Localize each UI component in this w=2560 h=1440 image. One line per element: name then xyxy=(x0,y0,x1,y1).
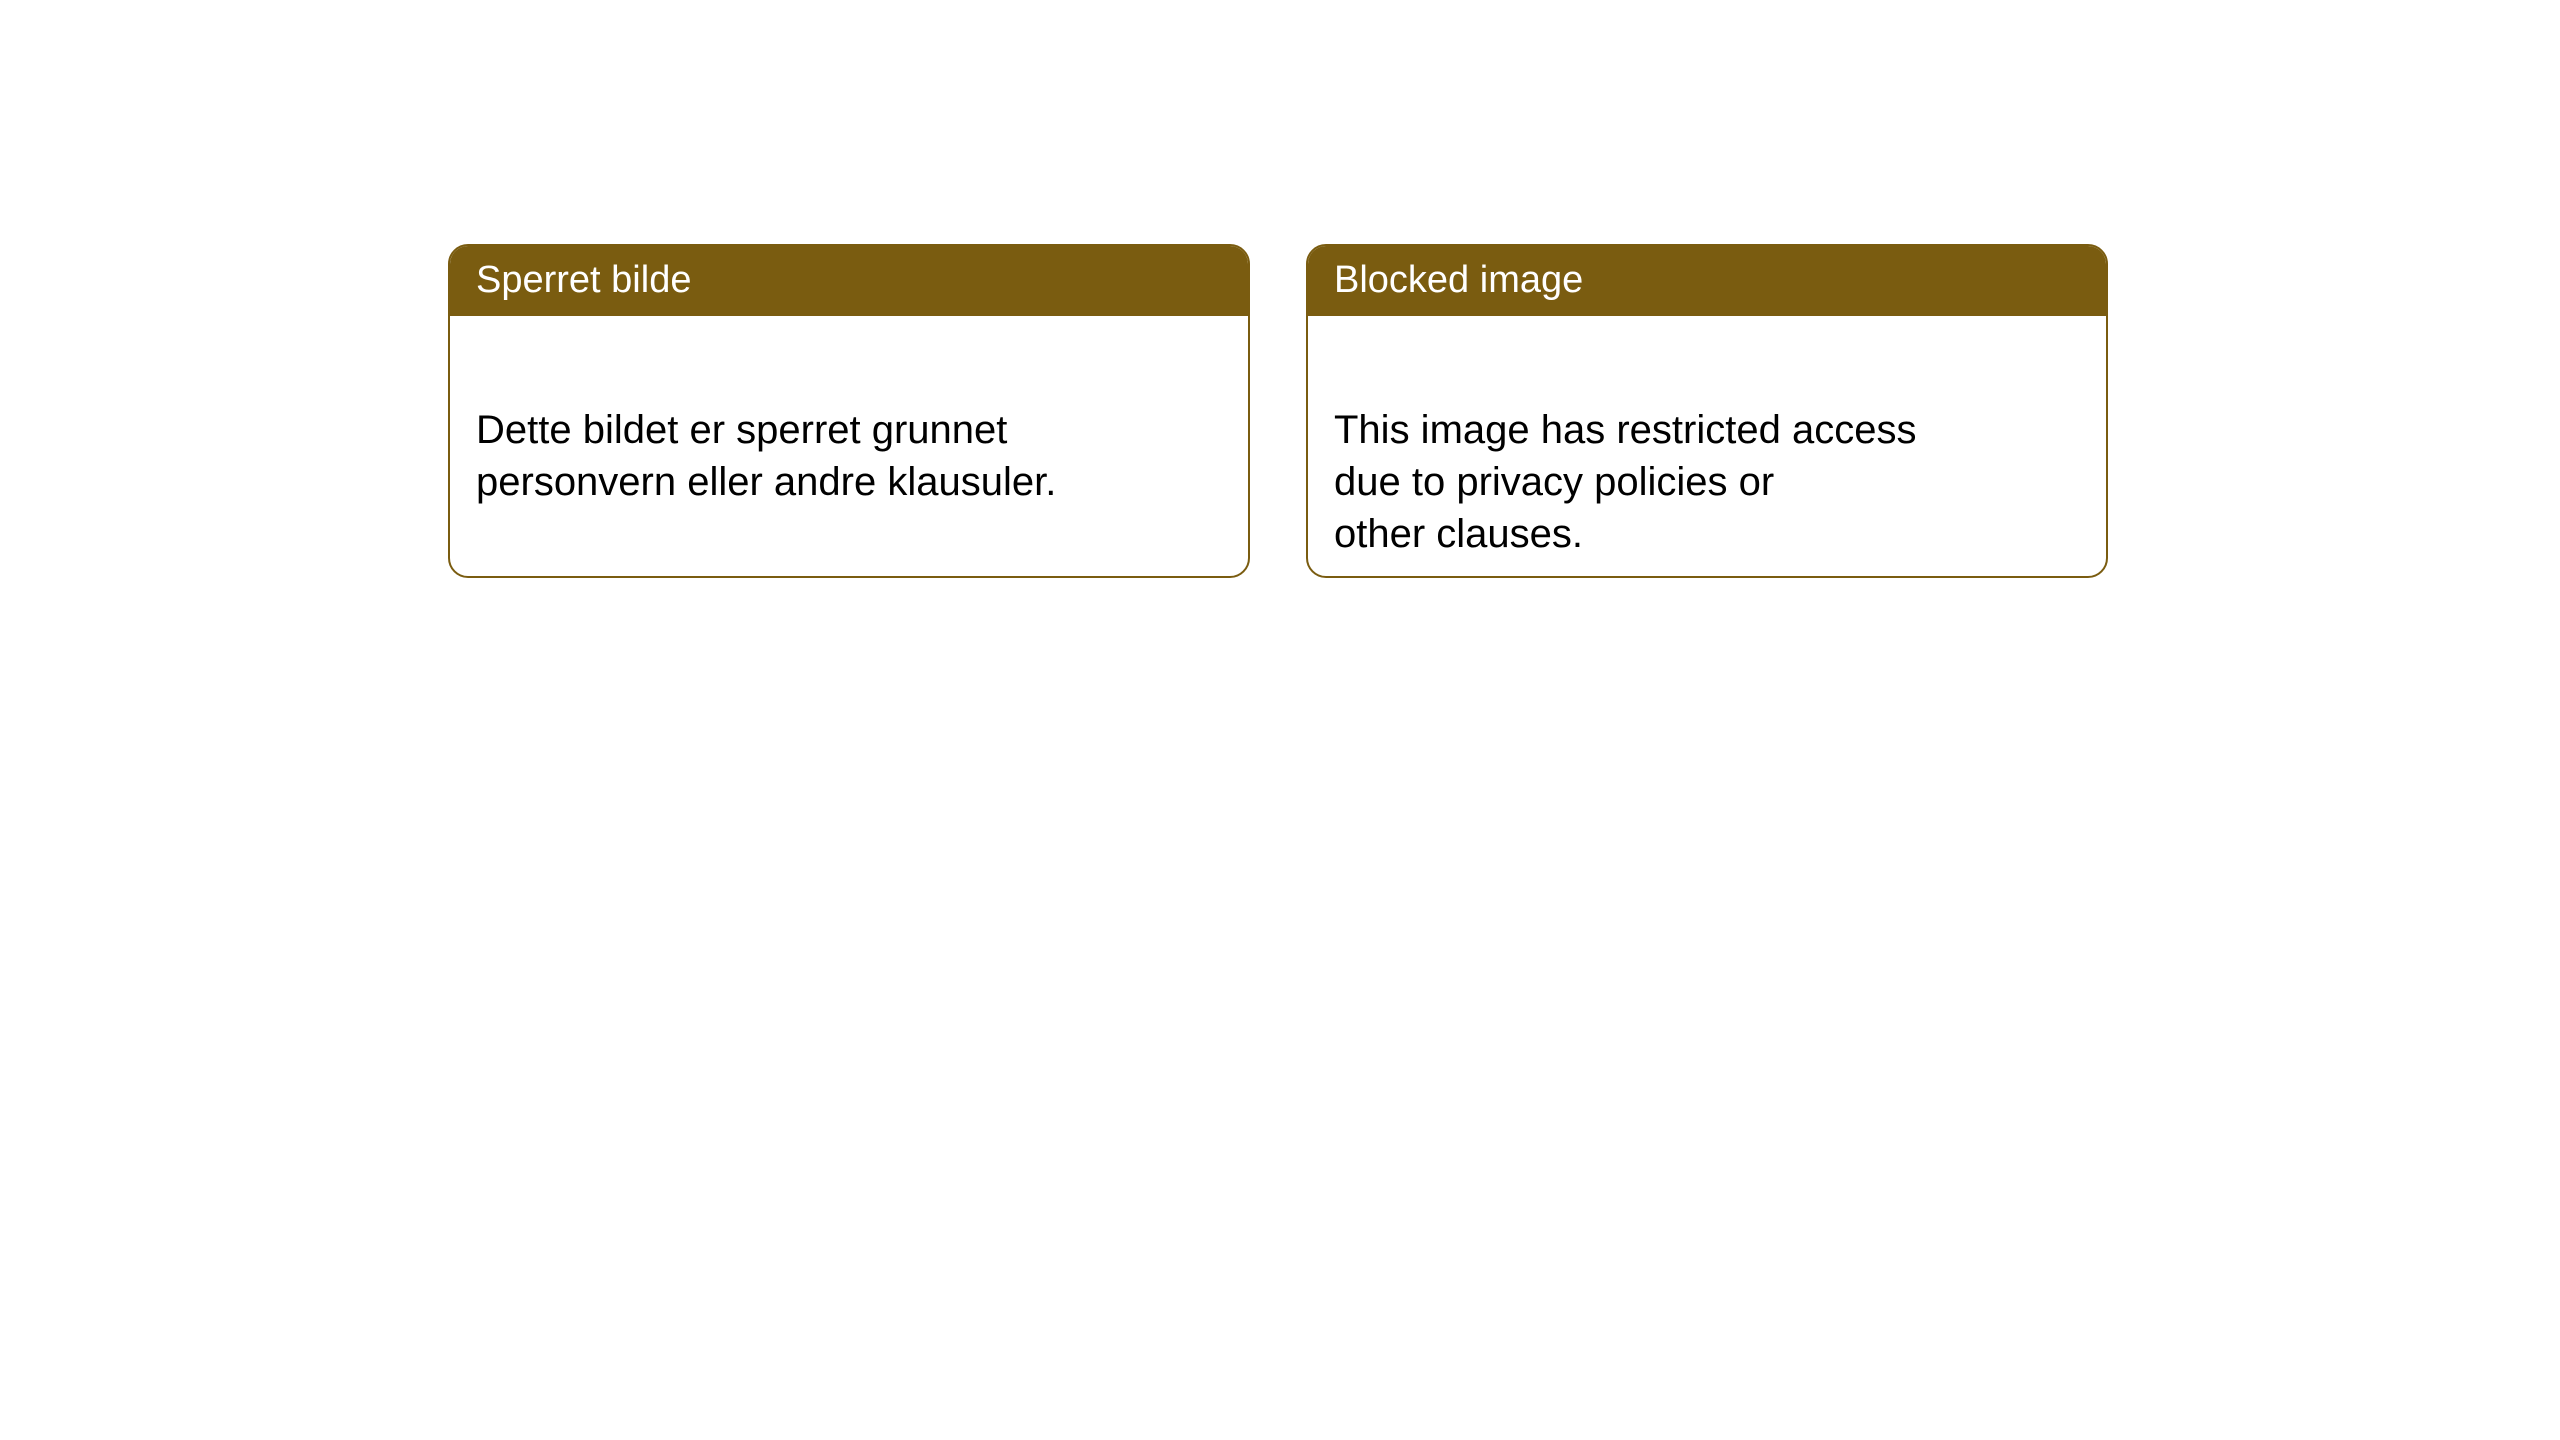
notice-card-english: Blocked image This image has restricted … xyxy=(1306,244,2108,578)
card-body-text: Dette bildet er sperret grunnet personve… xyxy=(476,408,1056,504)
card-body-text: This image has restricted access due to … xyxy=(1334,408,1916,556)
card-title: Sperret bilde xyxy=(476,259,691,301)
card-body: This image has restricted access due to … xyxy=(1308,316,2106,578)
card-body: Dette bildet er sperret grunnet personve… xyxy=(450,316,1248,544)
card-header: Sperret bilde xyxy=(450,246,1248,316)
card-title: Blocked image xyxy=(1334,259,1583,301)
notice-cards-container: Sperret bilde Dette bildet er sperret gr… xyxy=(448,244,2108,578)
notice-card-norwegian: Sperret bilde Dette bildet er sperret gr… xyxy=(448,244,1250,578)
card-header: Blocked image xyxy=(1308,246,2106,316)
